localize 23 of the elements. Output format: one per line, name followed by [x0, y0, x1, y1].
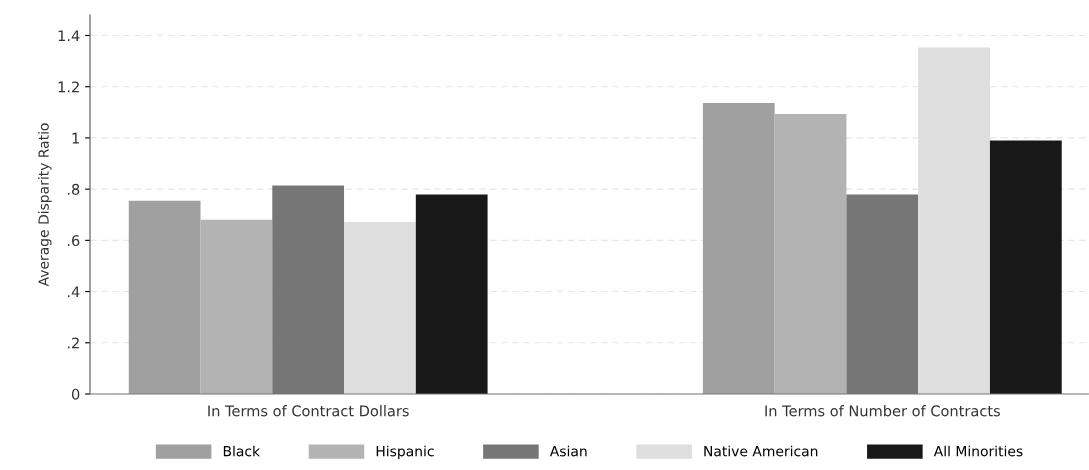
- legend-label: Native American: [704, 445, 818, 457]
- bar: [774, 114, 847, 394]
- x-tick-label: In Terms of Contract Dollars: [208, 405, 409, 417]
- legend-label: All Minorities: [933, 445, 1023, 457]
- legend-label: Asian: [549, 445, 587, 457]
- bar: [415, 194, 488, 394]
- legend-label: Black: [223, 445, 261, 457]
- y-tick-label: .8: [67, 183, 80, 195]
- bar: [702, 103, 775, 394]
- y-tick-label: 1.4: [58, 30, 80, 42]
- y-tick-label: 1: [72, 132, 79, 144]
- bar: [200, 219, 273, 394]
- y-tick-label: .6: [67, 235, 80, 247]
- y-tick-label: .4: [67, 286, 80, 298]
- y-tick-label: .2: [67, 337, 79, 349]
- x-tick-label: In Terms of Number of Contracts: [765, 405, 1000, 417]
- y-tick-label: 0: [71, 388, 80, 400]
- bar: [344, 221, 416, 394]
- legend-label: Hispanic: [376, 445, 434, 460]
- bar: [989, 140, 1062, 394]
- y-tick-label: 1.2: [58, 81, 79, 93]
- y-axis-title: Average Disparity Ratio: [38, 123, 52, 287]
- bar: [128, 200, 201, 394]
